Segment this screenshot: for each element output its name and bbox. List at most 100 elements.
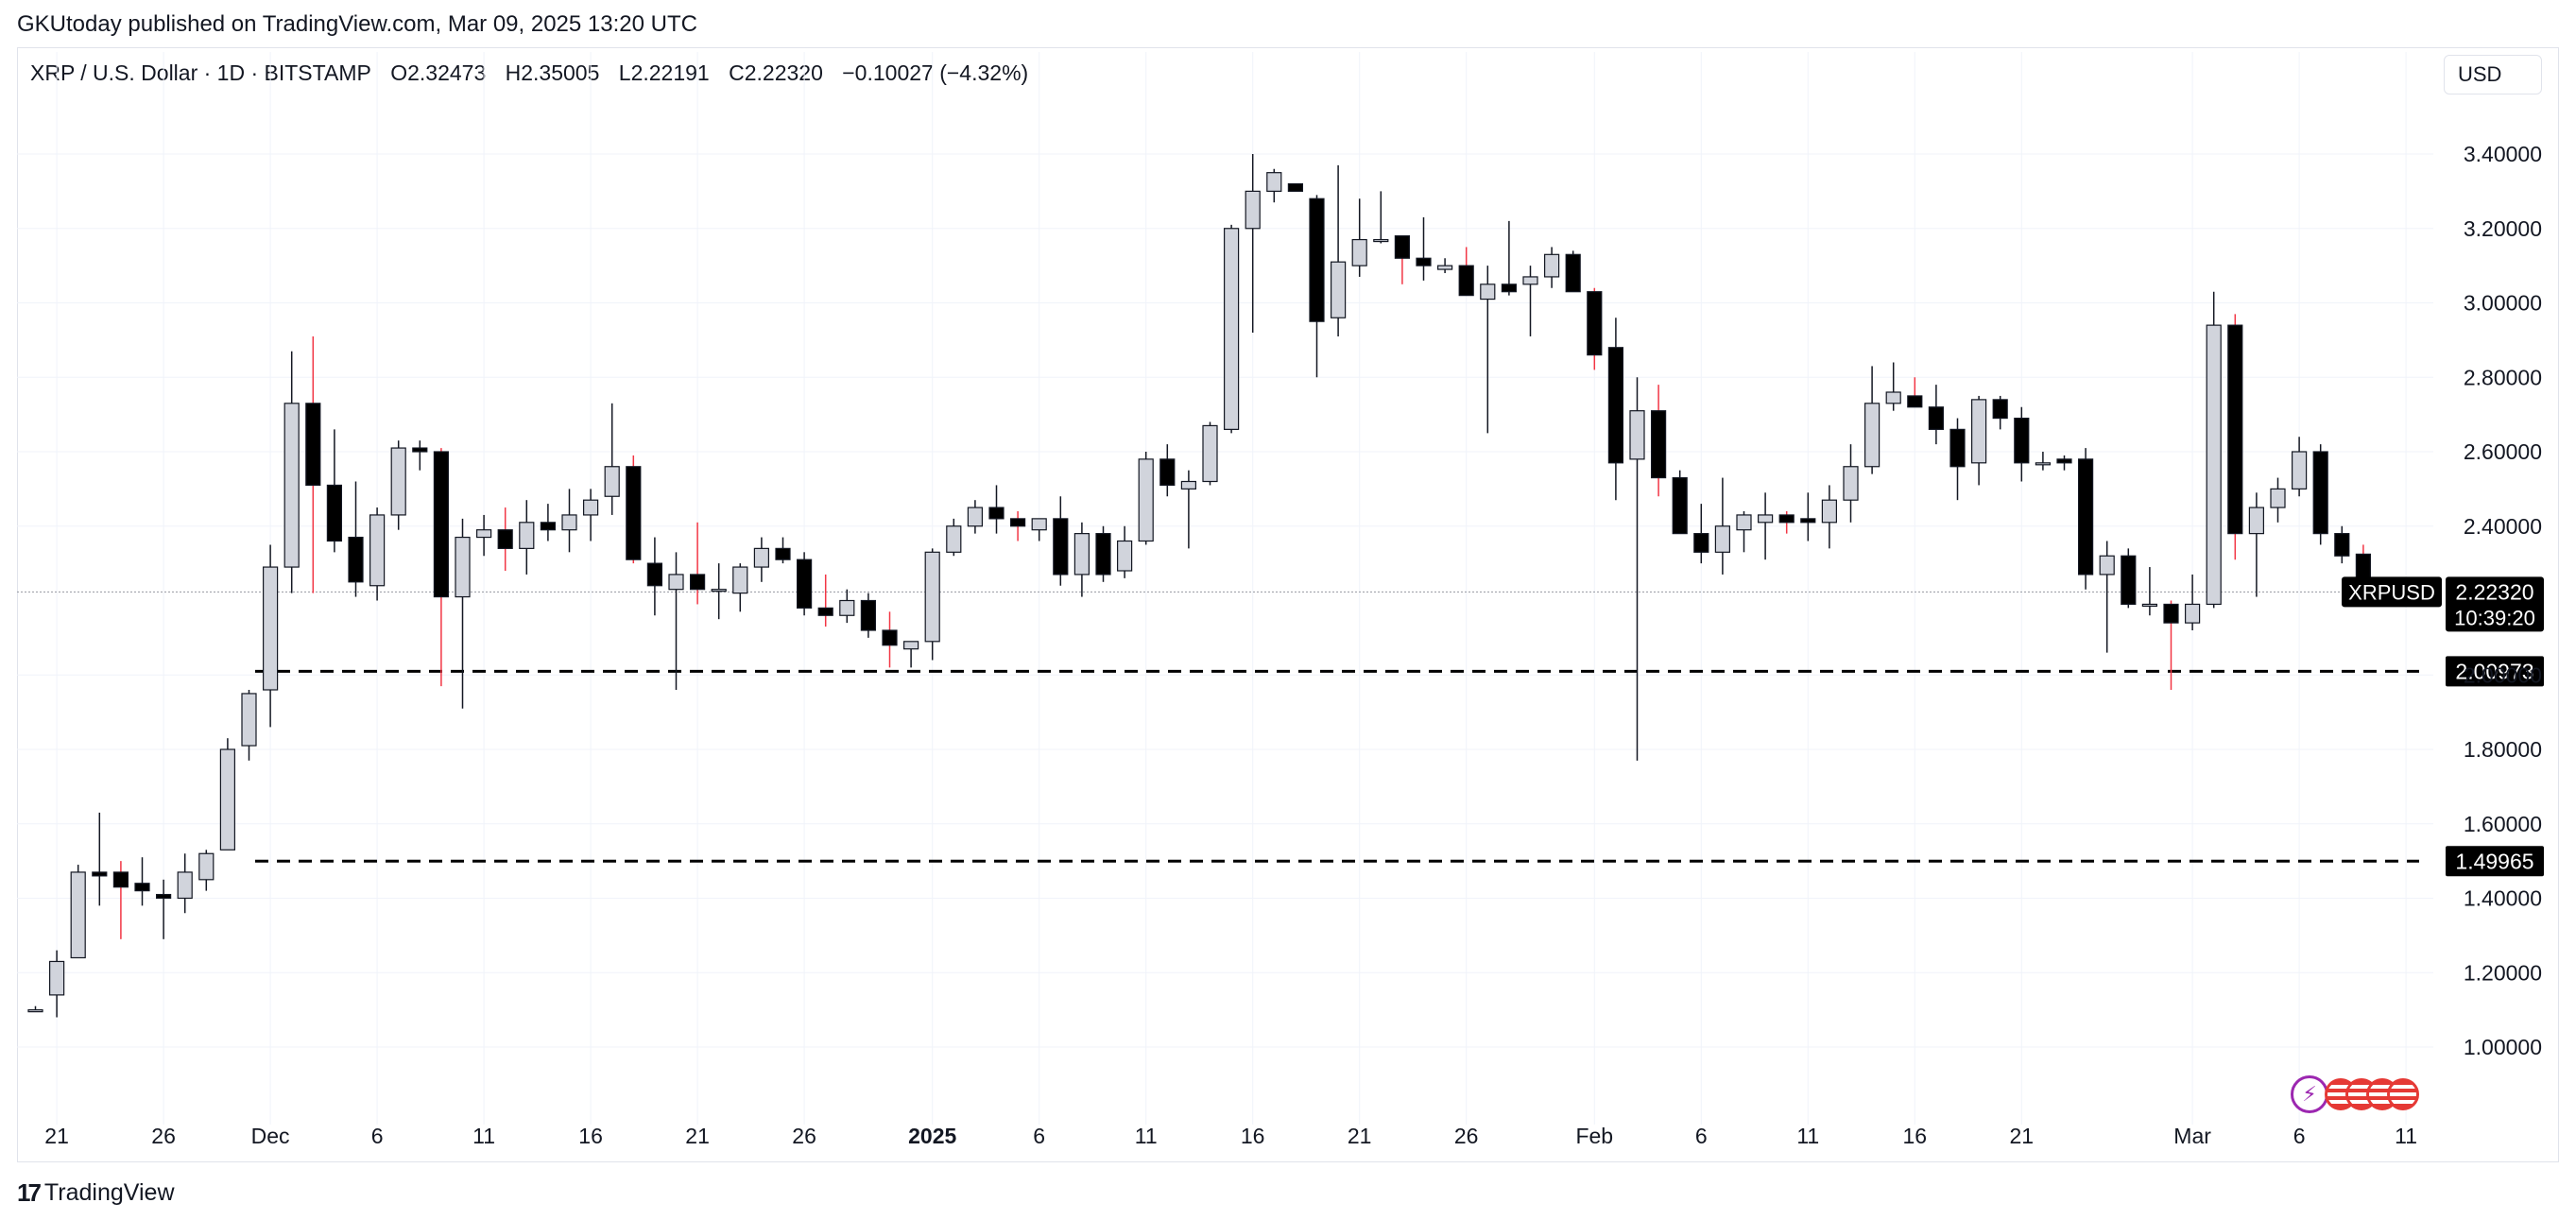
candle-up (263, 566, 279, 691)
candle-down (348, 536, 364, 583)
candle-up (668, 574, 684, 591)
candle-down (817, 607, 833, 616)
price-label-bg (2446, 576, 2544, 632)
candle-down (2121, 555, 2137, 606)
x-tick-label: 11 (1796, 1124, 1819, 1148)
candle-up (2292, 451, 2308, 490)
tradingview-logo-text: TradingView (43, 1179, 175, 1206)
candle-up (1330, 261, 1347, 318)
candle-down (1416, 257, 1432, 266)
us-flag-icon[interactable] (2387, 1078, 2419, 1110)
currency-button[interactable]: USD (2444, 55, 2542, 95)
candle-down (1992, 399, 2008, 420)
candle-up (1885, 391, 1901, 404)
lightning-icon[interactable]: ⚡ (2291, 1075, 2328, 1113)
level-label-bg (2446, 656, 2544, 687)
candle-down (134, 883, 150, 892)
candle-up (2270, 488, 2286, 508)
x-tick-label: Feb (1575, 1124, 1613, 1148)
candle-up (924, 551, 940, 643)
candle-up (369, 514, 386, 587)
candle-up (604, 466, 620, 497)
ohlc-close: C2.22320 (729, 60, 823, 85)
candle-up (2206, 324, 2222, 606)
candle-up (241, 693, 257, 747)
candle-up (1480, 284, 1496, 301)
candle-up (70, 871, 86, 959)
y-tick-label: 2.80000 (2464, 365, 2542, 389)
candle-up (582, 499, 599, 516)
candle-down (1778, 514, 1795, 524)
y-tick-label: 3.20000 (2464, 216, 2542, 241)
x-tick-label: 6 (1033, 1124, 1045, 1148)
symbol-label: XRPUSD (2348, 580, 2435, 604)
candle-up (1436, 265, 1453, 270)
ohlc-high: H2.35005 (505, 60, 600, 85)
candle-up (2185, 603, 2201, 624)
candle-up (1863, 403, 1880, 468)
candle-up (283, 403, 300, 568)
ohlc-change: −0.10027 (−4.32%) (842, 60, 1029, 85)
candle-up (1351, 238, 1367, 266)
symbol-title[interactable]: XRP / U.S. Dollar · 1D · BITSTAMP (30, 60, 371, 85)
candle-up (946, 525, 962, 553)
candle-down (1309, 198, 1325, 322)
y-tick-label: 2.60000 (2464, 439, 2542, 464)
candle-down (497, 529, 513, 549)
candle-up (1073, 533, 1091, 576)
candle-up (839, 599, 855, 616)
candle-up (732, 566, 748, 594)
candle-down (1587, 291, 1603, 356)
candle-up (1116, 540, 1133, 572)
candle-down (860, 599, 877, 631)
candle-down (112, 871, 129, 888)
candle-up (1031, 518, 1047, 531)
candle-up (198, 852, 215, 881)
candle-down (2334, 533, 2350, 557)
candle-down (1501, 284, 1518, 293)
candle-down (796, 558, 813, 609)
x-tick-label: 16 (1903, 1124, 1928, 1148)
symbol-legend[interactable]: XRP / U.S. Dollar · 1D · BITSTAMP O2.324… (30, 60, 1041, 86)
price-label-value: 2.22320 (2455, 579, 2533, 604)
x-tick-label: Dec (251, 1124, 290, 1148)
level-label: 2.00973 (2455, 659, 2533, 683)
candle-down (1095, 533, 1111, 576)
x-tick-label: 16 (1241, 1124, 1265, 1148)
candle-down (1287, 182, 1304, 192)
y-tick-label: 1.20000 (2464, 960, 2542, 985)
chart-frame (17, 47, 2559, 1162)
event-icons[interactable]: ⚡ (2291, 1075, 2419, 1113)
candle-down (689, 574, 706, 591)
candle-down (1800, 518, 1816, 524)
candle-up (2035, 462, 2051, 466)
tradingview-logo[interactable]: 17 TradingView (17, 1178, 175, 1208)
x-tick-label: 11 (2395, 1124, 2417, 1148)
candle-up (27, 1009, 43, 1013)
candle-down (1458, 265, 1474, 297)
candle-down (2312, 451, 2328, 535)
ohlc-low: L2.22191 (618, 60, 710, 85)
symbol-label-bg (2342, 576, 2442, 608)
candle-down (1607, 347, 1624, 464)
candle-up (1245, 190, 1261, 230)
y-tick-label: 1.40000 (2464, 886, 2542, 911)
candle-up (561, 514, 577, 531)
candle-down (646, 562, 663, 587)
published-caption: GKUtoday published on TradingView.com, M… (17, 11, 697, 37)
level-label-bg (2446, 846, 2544, 877)
x-tick-label: 21 (44, 1124, 69, 1148)
candle-down (2163, 603, 2179, 624)
candle-down (433, 451, 449, 598)
y-tick-label: 3.00000 (2464, 291, 2542, 316)
x-tick-label: 21 (1348, 1124, 1372, 1148)
candle-up (967, 507, 984, 527)
tradingview-mark-icon: 17 (17, 1178, 42, 1207)
y-tick-label: 1.80000 (2464, 737, 2542, 762)
candle-up (711, 589, 727, 593)
candle-up (1821, 499, 1838, 524)
candle-up (1843, 466, 1859, 501)
candle-up (2099, 555, 2115, 576)
candle-down (1693, 533, 1709, 553)
